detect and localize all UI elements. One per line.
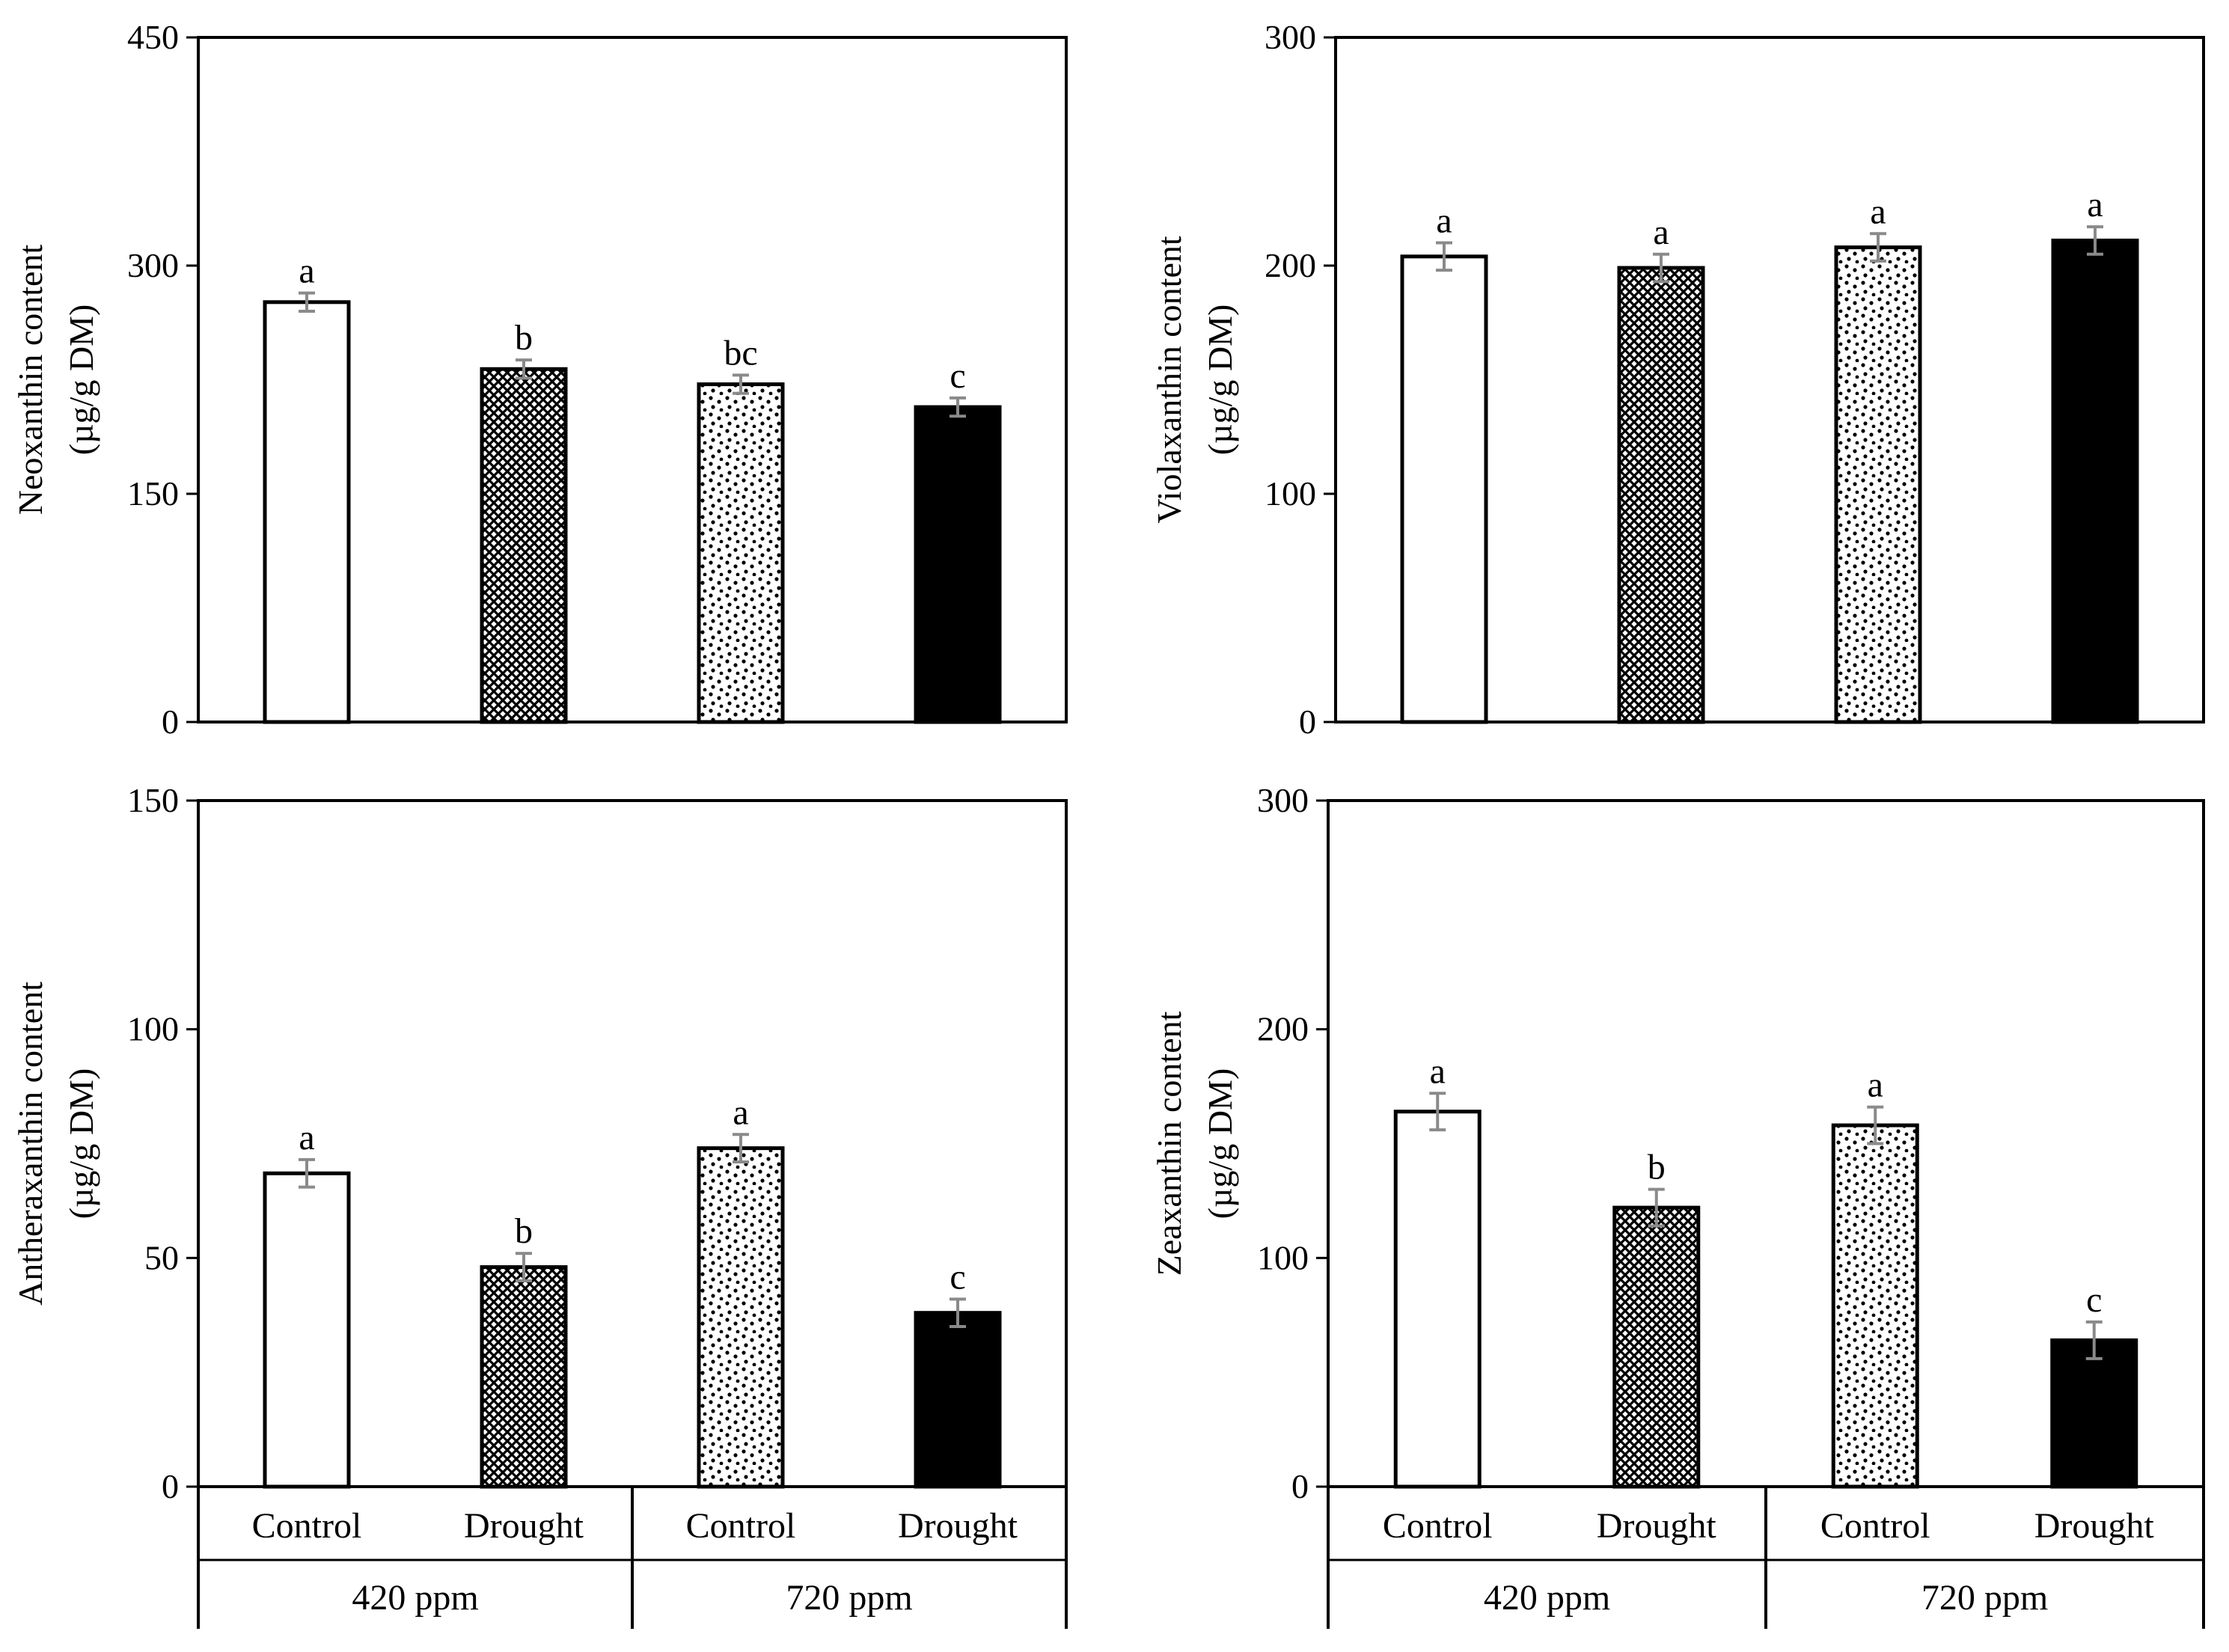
bar (1834, 245, 1922, 724)
x-group-label: 720 ppm (1921, 1578, 2048, 1618)
bar (1612, 1205, 1701, 1489)
significance-letter: a (1870, 192, 1886, 231)
significance-letter: b (515, 318, 533, 358)
y-tick-label: 200 (1265, 246, 1316, 284)
y-axis-unit: (µg/g DM) (1201, 1068, 1239, 1220)
bar (2050, 1338, 2138, 1489)
bar (1831, 1123, 1919, 1489)
plot-frame (197, 36, 1068, 723)
bar (697, 1146, 785, 1489)
x-category-label: Drought (898, 1506, 1018, 1546)
plot-frame (1334, 36, 2205, 723)
significance-letter: c (2086, 1280, 2102, 1320)
y-tick-label: 0 (1291, 1467, 1309, 1505)
bar (2051, 238, 2139, 724)
y-axis-label: Zeaxanthin content (1150, 1011, 1188, 1276)
violaxanthin-panel: 0 100 200 300 Violaxanthin content (µg/g DM) a… (1150, 18, 2205, 741)
x-category-label: Drought (464, 1506, 584, 1546)
y-tick-label: 200 (1257, 1010, 1309, 1048)
y-tick-label: 300 (127, 246, 179, 284)
x-category-label: Control (252, 1506, 362, 1546)
bar (697, 382, 785, 724)
bar (263, 300, 351, 724)
y-tick-label: 150 (127, 474, 179, 513)
x-category-label: Control (1820, 1506, 1930, 1546)
y-tick-label: 100 (1257, 1238, 1309, 1276)
y-tick-label: 150 (127, 781, 179, 819)
x-category-label: Drought (2034, 1506, 2155, 1546)
significance-letter: a (299, 251, 314, 291)
significance-letter: a (1868, 1065, 1883, 1105)
y-tick-label: 100 (1265, 474, 1316, 513)
x-category-label: Drought (1597, 1506, 1717, 1546)
bar (1400, 254, 1488, 724)
x-group-label: 420 ppm (352, 1578, 478, 1618)
significance-letter: a (299, 1118, 314, 1157)
y-axis-label: Neoxanthin content (11, 245, 49, 516)
y-tick-label: 450 (127, 18, 179, 56)
significance-letter: a (2087, 185, 2103, 224)
x-group-label: 720 ppm (786, 1578, 912, 1618)
y-tick-label: 50 (144, 1238, 179, 1276)
significance-letter: a (1430, 1051, 1446, 1091)
bar (1617, 266, 1705, 724)
bar (914, 1311, 1002, 1489)
y-tick-label: 0 (162, 1467, 179, 1505)
significance-letter: bc (724, 333, 757, 373)
y-tick-label: 100 (127, 1010, 179, 1048)
bar (480, 367, 568, 724)
x-group-label: 420 ppm (1484, 1578, 1610, 1618)
y-axis-unit: (µg/g DM) (62, 305, 100, 456)
y-axis-label: Antheraxanthin content (11, 982, 49, 1306)
neoxanthin-panel: 0 150 300 450 Neoxanthin content (µg/g DM) a b b… (11, 18, 1068, 741)
significance-letter: c (950, 1257, 965, 1297)
y-tick-label: 300 (1257, 781, 1309, 819)
significance-letter: a (1436, 201, 1452, 241)
bar (1393, 1110, 1482, 1489)
y-axis-label: Violaxanthin content (1150, 236, 1188, 524)
significance-letter: b (1648, 1148, 1666, 1187)
y-axis-unit: (µg/g DM) (1201, 305, 1239, 456)
x-category-label: Control (686, 1506, 796, 1546)
zeaxanthin-panel: 0 100 200 300 Zeaxanthin content (µg/g DM) a b a… (1150, 781, 2205, 1629)
y-tick-label: 0 (1299, 703, 1316, 741)
y-tick-label: 0 (162, 703, 179, 741)
significance-letter: a (1653, 212, 1669, 252)
bar (263, 1171, 351, 1489)
significance-letter: b (515, 1211, 533, 1251)
significance-letter: a (733, 1092, 748, 1132)
x-category-label: Control (1383, 1506, 1493, 1546)
y-tick-label: 300 (1265, 18, 1316, 56)
y-axis-unit: (µg/g DM) (62, 1068, 100, 1220)
significance-letter: c (950, 356, 965, 396)
bar (480, 1265, 568, 1489)
bar (914, 405, 1002, 724)
antheraxanthin-panel: 0 50 100 150 Antheraxanthin content (µg/g DM)… (11, 781, 1068, 1629)
